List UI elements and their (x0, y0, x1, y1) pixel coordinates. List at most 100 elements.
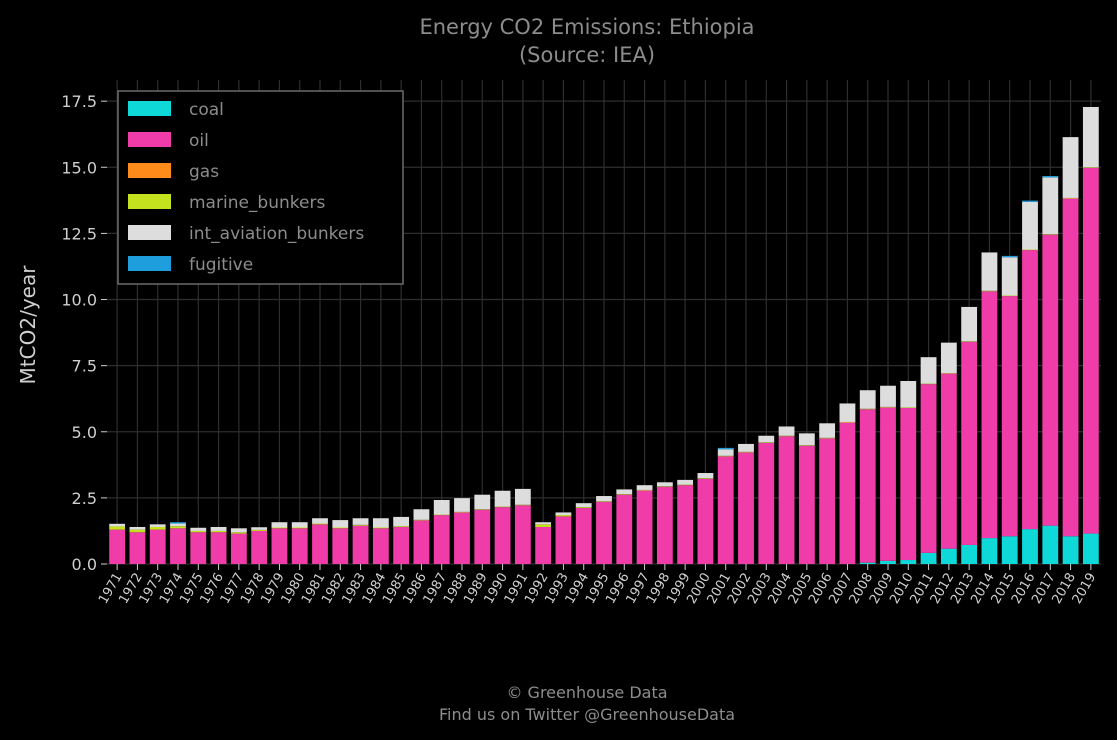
legend-swatch-marine_bunkers (128, 194, 171, 209)
bar-segment-oil-2017 (1042, 234, 1059, 526)
bar-segment-marine_bunkers-1985 (393, 526, 410, 527)
bar-segment-int_aviation_bunkers-2005 (798, 433, 815, 446)
legend-label-marine_bunkers: marine_bunkers (189, 193, 325, 213)
bar-segment-oil-1985 (393, 526, 410, 564)
bar-segment-oil-2008 (859, 409, 876, 563)
bar-segment-oil-1980 (291, 528, 308, 564)
bar-segment-marine_bunkers-2008 (859, 408, 876, 410)
bar-segment-oil-1997 (636, 490, 653, 564)
chart-subtitle: (Source: IEA) (519, 43, 655, 67)
bar-segment-oil-1995 (596, 501, 612, 564)
bar-segment-marine_bunkers-1974 (170, 526, 186, 529)
bar-segment-marine_bunkers-1991 (514, 504, 531, 506)
bar-segment-marine_bunkers-1972 (129, 529, 146, 533)
bar-segment-int_aviation_bunkers-2017 (1042, 177, 1059, 235)
bar-segment-oil-2004 (778, 436, 795, 564)
bar-segment-int_aviation_bunkers-1990 (494, 490, 511, 507)
bar-segment-oil-1999 (677, 485, 694, 564)
chart-title: Energy CO2 Emissions: Ethiopia (419, 15, 754, 39)
bar-segment-fugitive-1974 (170, 522, 186, 524)
bar-segment-int_aviation_bunkers-1999 (677, 479, 694, 485)
bar-segment-oil-1972 (129, 532, 146, 564)
footer-copyright: © Greenhouse Data (506, 683, 667, 702)
bar-segment-marine_bunkers-1989 (474, 509, 491, 510)
bar-segment-int_aviation_bunkers-1985 (393, 516, 410, 527)
bar-segment-oil-1974 (170, 528, 186, 564)
bar-segment-int_aviation_bunkers-2014 (981, 252, 998, 291)
bar-segment-marine_bunkers-1973 (149, 526, 166, 530)
legend: coal oil gas marine_bunkers int_aviation_bun… (117, 90, 404, 285)
bar-segment-coal-2015 (1001, 536, 1018, 564)
bar-segment-oil-2016 (1022, 250, 1038, 530)
legend-box (117, 90, 404, 285)
y-tick-label: 5.0 (72, 423, 97, 442)
legend-label-coal: coal (189, 100, 224, 120)
bar-segment-int_aviation_bunkers-1998 (656, 482, 673, 487)
bar-segment-marine_bunkers-1977 (230, 532, 247, 534)
bar-segment-int_aviation_bunkers-1986 (413, 509, 430, 520)
bar-segment-oil-1992 (535, 526, 552, 564)
bar-segment-marine_bunkers-2006 (819, 437, 836, 439)
bar-segment-int_aviation_bunkers-2015 (1001, 257, 1018, 296)
bar-segment-oil-1973 (149, 529, 166, 564)
legend-swatch-int_aviation_bunkers (128, 225, 171, 240)
bar-segment-fugitive-2001 (717, 447, 734, 450)
bar-segment-int_aviation_bunkers-1974 (170, 523, 186, 527)
bar-segment-oil-1977 (230, 533, 247, 564)
bar-segment-marine_bunkers-1978 (251, 529, 268, 531)
bar-segment-marine_bunkers-1979 (271, 527, 288, 529)
bar-segment-oil-1998 (656, 486, 673, 564)
bar-segment-int_aviation_bunkers-1977 (230, 528, 247, 533)
bar-segment-int_aviation_bunkers-1972 (129, 526, 146, 530)
bar-segment-marine_bunkers-1980 (291, 527, 308, 529)
bar-segment-int_aviation_bunkers-1979 (271, 522, 288, 528)
bar-segment-int_aviation_bunkers-1993 (555, 512, 572, 516)
legend-swatch-oil (128, 132, 171, 147)
bar-segment-oil-1971 (109, 529, 126, 564)
bar-segment-marine_bunkers-2003 (758, 442, 775, 443)
bar-segment-int_aviation_bunkers-2004 (778, 426, 795, 436)
bar-segment-oil-2018 (1062, 198, 1079, 537)
bar-segment-int_aviation_bunkers-1987 (433, 499, 450, 515)
bar-segment-marine_bunkers-2001 (717, 455, 734, 457)
bar-segment-marine_bunkers-1999 (677, 484, 694, 486)
bar-segment-marine_bunkers-1971 (109, 526, 126, 530)
bar-segment-coal-2012 (940, 548, 957, 564)
bar-segment-marine_bunkers-1990 (494, 506, 511, 508)
bar-segment-coal-2013 (961, 544, 978, 564)
bar-segment-marine_bunkers-2016 (1022, 249, 1038, 251)
bar-segment-coal-2017 (1042, 525, 1059, 564)
bar-segment-oil-1982 (332, 528, 349, 564)
bar-segment-marine_bunkers-1992 (535, 524, 552, 527)
bar-segment-int_aviation_bunkers-2000 (697, 473, 714, 479)
bar-segment-int_aviation_bunkers-1992 (535, 522, 552, 525)
bar-segment-int_aviation_bunkers-1971 (109, 523, 126, 527)
bar-segment-oil-1983 (352, 525, 369, 564)
bar-segment-oil-2010 (900, 407, 917, 561)
bar-segment-marine_bunkers-2013 (961, 341, 978, 342)
bar-segment-oil-2019 (1082, 167, 1099, 534)
bar-segment-int_aviation_bunkers-2007 (839, 403, 856, 422)
bar-segment-int_aviation_bunkers-1983 (352, 518, 369, 525)
bar-segment-oil-1994 (575, 507, 592, 564)
bar-segment-int_aviation_bunkers-1991 (514, 488, 531, 505)
legend-swatch-gas (128, 163, 171, 178)
legend-label-int_aviation_bunkers: int_aviation_bunkers (189, 224, 364, 244)
bar-segment-oil-2005 (798, 445, 815, 564)
legend-label-fugitive: fugitive (189, 255, 253, 275)
bar-segment-coal-2010 (900, 560, 917, 564)
bar-segment-coal-2019 (1082, 533, 1099, 564)
bar-segment-oil-1991 (514, 505, 531, 564)
bar-segment-oil-1989 (474, 509, 491, 564)
bar-segment-int_aviation_bunkers-2011 (920, 357, 937, 384)
bar-segment-oil-2012 (940, 373, 957, 549)
bar-segment-coal-2008 (859, 562, 876, 564)
bar-segment-int_aviation_bunkers-1997 (636, 485, 653, 490)
bar-segment-coal-2018 (1062, 536, 1079, 564)
bar-segment-int_aviation_bunkers-1988 (454, 498, 470, 512)
bar-segment-marine_bunkers-1995 (596, 501, 612, 502)
bar-segment-oil-2015 (1001, 296, 1018, 537)
bar-segment-oil-1986 (413, 520, 430, 564)
bar-segment-fugitive-2017 (1042, 176, 1059, 178)
